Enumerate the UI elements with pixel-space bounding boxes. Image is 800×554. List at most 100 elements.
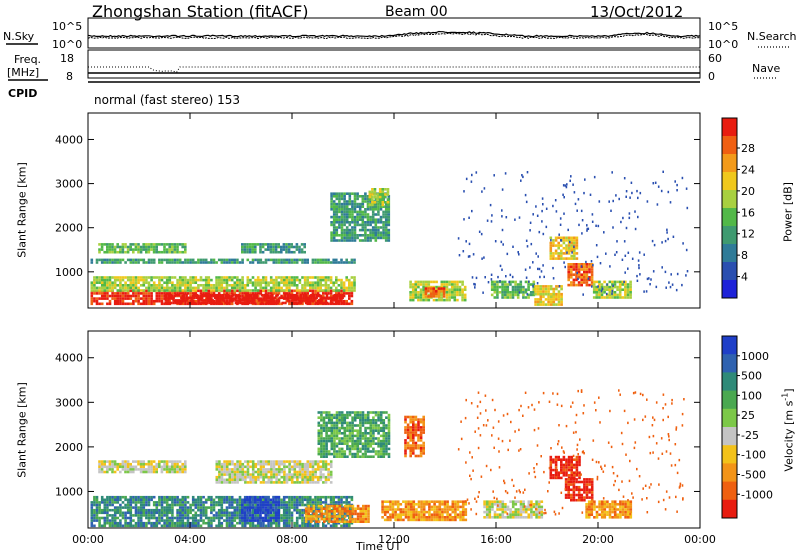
velocity-cell xyxy=(199,498,203,502)
velocity-cell xyxy=(233,481,237,484)
velocity-cell xyxy=(267,498,270,502)
power-cell xyxy=(335,226,339,229)
power-cell xyxy=(539,298,543,301)
velocity-cell xyxy=(351,429,354,432)
power-cell xyxy=(379,234,383,237)
velocity-cell xyxy=(199,516,203,520)
velocity-cell xyxy=(317,437,321,440)
velocity-cell xyxy=(309,462,312,466)
velocity-cell xyxy=(111,462,114,466)
velocity-cell xyxy=(325,437,328,440)
velocity-cell xyxy=(173,524,177,528)
power-cell xyxy=(173,250,177,254)
velocity-cell xyxy=(150,508,153,512)
power-cell xyxy=(307,296,311,300)
power-cell xyxy=(113,245,117,249)
power-cell xyxy=(366,197,370,201)
power-cell xyxy=(113,278,117,282)
power-cell xyxy=(142,261,146,264)
velocity-cell xyxy=(283,460,286,463)
velocity-cell xyxy=(241,462,245,466)
power-cell xyxy=(340,289,343,293)
power-cell xyxy=(219,299,222,302)
velocity-cell xyxy=(223,462,226,466)
velocity-cell xyxy=(359,455,362,458)
power-cell xyxy=(351,234,354,237)
power-cell xyxy=(306,276,309,279)
power-cell xyxy=(374,218,378,221)
power-cell xyxy=(332,239,336,242)
power-cell xyxy=(168,292,172,295)
power-cell xyxy=(461,283,464,286)
velocity-cell xyxy=(324,501,328,504)
power-sparse-point xyxy=(574,202,577,206)
power-sparse-point xyxy=(475,171,478,174)
power-cell xyxy=(212,286,216,290)
power-cell xyxy=(160,302,164,306)
power-sparse-point xyxy=(539,275,541,279)
power-cell xyxy=(215,289,218,292)
power-cell xyxy=(269,278,273,282)
velocity-cell xyxy=(238,475,242,479)
power-sparse-point xyxy=(483,256,485,259)
velocity-cell xyxy=(124,514,127,517)
velocity-cell xyxy=(306,460,310,463)
power-y-tick-label: 4000 xyxy=(55,133,83,146)
power-cell xyxy=(294,299,298,302)
power-cell xyxy=(527,283,530,286)
power-cell xyxy=(230,302,234,306)
velocity-cell xyxy=(126,516,130,520)
velocity-cell xyxy=(259,501,262,504)
velocity-cell xyxy=(387,413,391,417)
power-cell xyxy=(119,281,122,284)
velocity-cell xyxy=(171,470,174,474)
velocity-cell xyxy=(340,413,344,417)
power-cell xyxy=(322,284,325,287)
power-cell xyxy=(624,291,627,294)
power-cell xyxy=(348,195,352,198)
power-cell xyxy=(119,248,122,251)
velocity-cell xyxy=(293,465,297,469)
power-cell xyxy=(567,249,571,253)
power-cell xyxy=(186,281,190,284)
power-cell xyxy=(272,289,276,292)
velocity-cell xyxy=(254,498,257,502)
power-cell xyxy=(516,296,520,299)
velocity-cell xyxy=(288,516,291,520)
power-cell xyxy=(90,286,94,290)
power-cell xyxy=(254,299,257,303)
power-cell xyxy=(429,287,433,290)
velocity-cell xyxy=(351,416,354,419)
power-cell xyxy=(557,252,560,255)
velocity-cell xyxy=(119,521,122,525)
velocity-cell xyxy=(150,462,153,466)
power-cell xyxy=(288,299,291,303)
velocity-cell xyxy=(324,462,328,466)
velocity-cell xyxy=(137,524,140,528)
velocity-cell xyxy=(315,510,318,513)
velocity-cell xyxy=(330,447,334,451)
velocity-cell xyxy=(338,512,342,516)
power-cell xyxy=(514,293,517,297)
velocity-cell xyxy=(257,468,260,471)
velocity-cell xyxy=(121,460,125,463)
power-cell xyxy=(384,234,388,237)
velocity-cell xyxy=(168,524,172,528)
velocity-cell xyxy=(290,501,294,504)
velocity-cell xyxy=(129,511,133,515)
power-cell xyxy=(529,293,533,297)
velocity-cell xyxy=(293,498,296,502)
power-cell xyxy=(325,296,329,300)
power-cell xyxy=(573,252,576,255)
power-cell xyxy=(150,261,153,264)
power-cell xyxy=(150,294,153,298)
velocity-cell xyxy=(126,501,130,504)
power-cell xyxy=(509,283,512,286)
velocity-cell xyxy=(241,511,244,515)
velocity-cell xyxy=(142,498,146,502)
velocity-cell xyxy=(238,519,242,522)
power-cell xyxy=(350,284,354,287)
power-cell xyxy=(137,250,140,254)
power-cell xyxy=(150,284,153,287)
power-cell xyxy=(353,197,357,201)
